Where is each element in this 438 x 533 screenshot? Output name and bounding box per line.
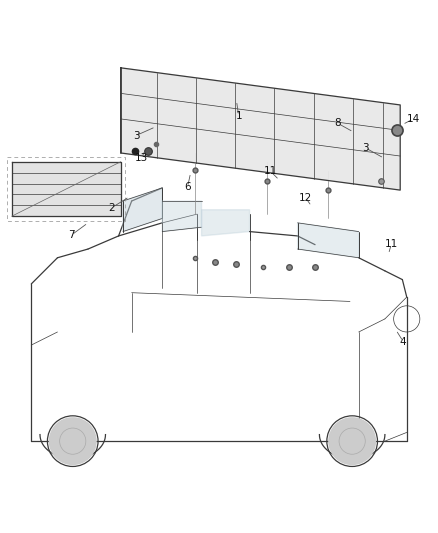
Text: 11: 11 — [264, 166, 277, 176]
Circle shape — [328, 417, 376, 465]
Polygon shape — [162, 201, 201, 231]
Text: 8: 8 — [335, 118, 341, 128]
Text: 13: 13 — [134, 153, 148, 163]
Text: 4: 4 — [400, 337, 406, 346]
Text: 11: 11 — [385, 239, 398, 249]
Text: 12: 12 — [299, 192, 312, 203]
Text: 2: 2 — [109, 203, 115, 213]
Text: 3: 3 — [362, 143, 369, 153]
Text: 7: 7 — [68, 230, 75, 240]
Polygon shape — [12, 161, 121, 216]
Text: 3: 3 — [133, 131, 139, 141]
Text: 6: 6 — [184, 182, 191, 192]
Polygon shape — [123, 188, 162, 231]
Circle shape — [49, 417, 97, 465]
Text: 14: 14 — [406, 114, 420, 124]
Polygon shape — [297, 223, 359, 258]
Text: 1: 1 — [235, 111, 242, 121]
Polygon shape — [201, 210, 250, 236]
Polygon shape — [121, 68, 400, 190]
